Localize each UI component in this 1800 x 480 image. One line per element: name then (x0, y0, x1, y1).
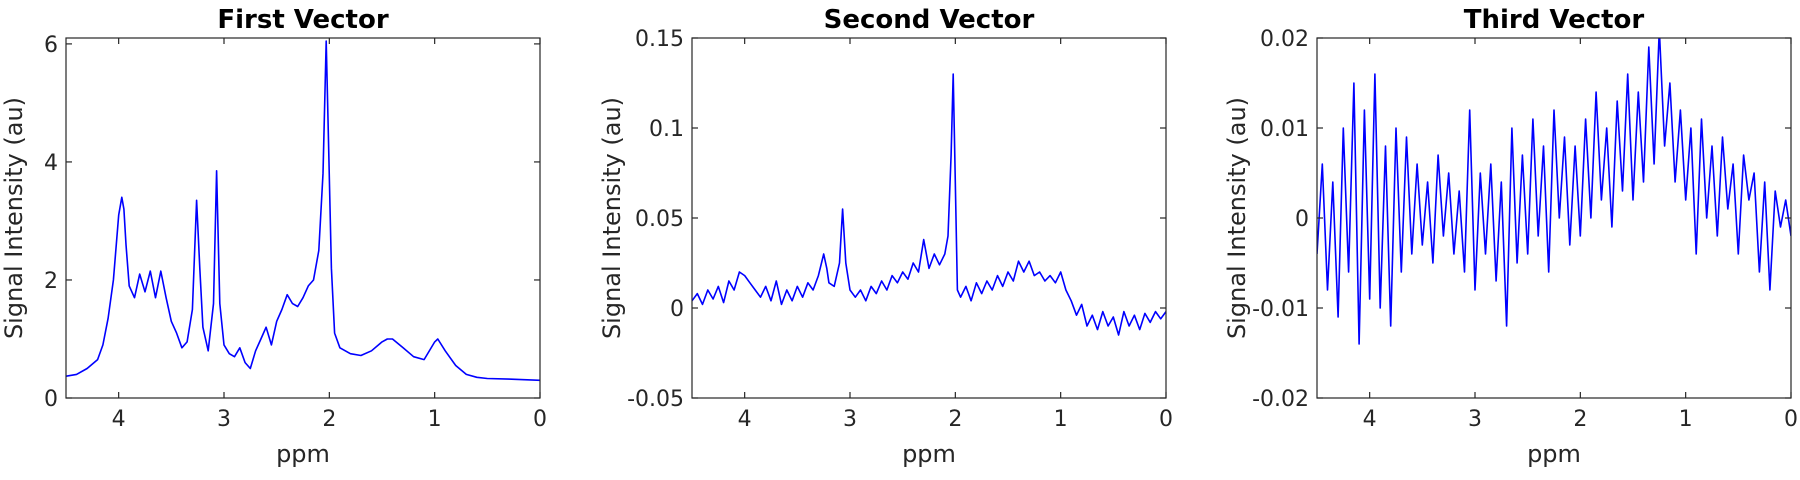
x-axis-label: ppm (1527, 440, 1581, 468)
chart-title: Third Vector (1464, 5, 1645, 35)
y-tick-label: 0 (670, 297, 684, 322)
x-tick-label: 1 (1054, 407, 1068, 432)
series-line-1 (1317, 38, 1791, 345)
x-axis-label: ppm (902, 440, 956, 468)
x-tick-label: 2 (322, 407, 336, 432)
x-tick-label: 3 (217, 407, 231, 432)
y-tick-label: 0.05 (635, 207, 684, 232)
chart-panel-2: Second Vector 4 3 2 1 0 -0.05 0 0.05 0.1 0.15 ppm Si… (598, 5, 1173, 468)
y-tick-label: 6 (44, 33, 58, 58)
x-tick-label: 4 (1363, 407, 1377, 432)
axes-box (691, 37, 1167, 399)
x-tick-label: 1 (1679, 407, 1693, 432)
chart-title: First Vector (217, 5, 388, 35)
chart-panel-3: Third Vector 4 3 2 1 0 -0.02 -0.01 0 0.01 0.02 ppm S… (1223, 5, 1798, 468)
y-axis-label: Signal Intensity (au) (0, 97, 28, 339)
y-tick-label: 0.15 (635, 27, 684, 52)
y-tick-label: 0.01 (1260, 117, 1309, 142)
series-line-1 (692, 73, 1166, 336)
y-tick-label: 4 (44, 151, 58, 176)
x-tick-label: 3 (1468, 407, 1482, 432)
chart-title: Second Vector (824, 5, 1035, 35)
y-tick-label: 0.02 (1260, 27, 1309, 52)
series-line-1 (66, 40, 540, 382)
x-tick-label: 4 (112, 407, 126, 432)
x-tick-label: 0 (533, 407, 547, 432)
chart-panel-1: First Vector 4 3 2 1 0 0 2 4 6 ppm Signal Intensity… (0, 5, 547, 468)
y-axis-label: Signal Intensity (au) (598, 97, 626, 339)
y-tick-label: 0 (44, 387, 58, 412)
y-tick-label: 0.1 (649, 117, 684, 142)
y-axis-label: Signal Intensity (au) (1223, 97, 1251, 339)
x-tick-label: 3 (843, 407, 857, 432)
y-tick-label: -0.02 (1252, 387, 1309, 412)
x-tick-label: 4 (738, 407, 752, 432)
x-tick-label: 0 (1159, 407, 1173, 432)
x-tick-label: 1 (428, 407, 442, 432)
y-tick-label: 2 (44, 269, 58, 294)
y-tick-label: 0 (1295, 207, 1309, 232)
x-tick-label: 2 (1573, 407, 1587, 432)
x-tick-label: 2 (948, 407, 962, 432)
x-axis-label: ppm (276, 440, 330, 468)
y-tick-label: -0.05 (627, 387, 684, 412)
y-tick-label: -0.01 (1252, 297, 1309, 322)
axes-box (65, 37, 541, 399)
x-tick-label: 0 (1784, 407, 1798, 432)
